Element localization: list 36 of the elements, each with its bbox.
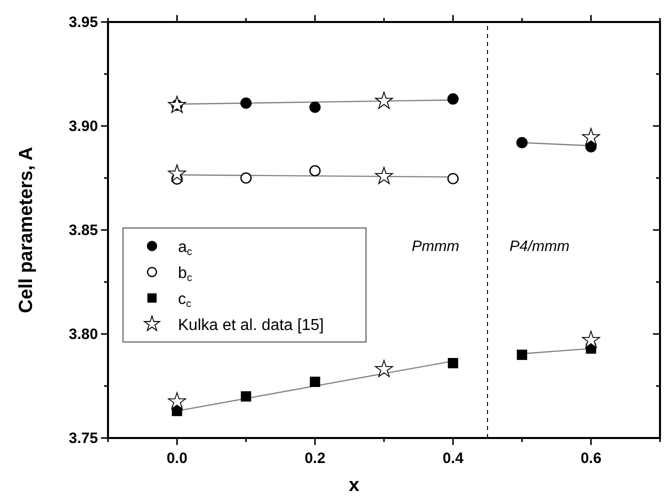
annotation: P4/mmm [510,238,570,255]
point [309,102,321,113]
point [168,392,186,410]
y-axis-title: Cell parameters, A [16,146,37,314]
y-tick-label: 3.80 [68,326,98,343]
point [240,97,252,109]
point [375,92,393,109]
point [240,172,252,184]
y-tick-label: 3.90 [68,118,98,135]
x-tick-label: 0.4 [442,450,464,467]
y-tick-label: 3.85 [68,222,98,239]
x-tick-label: 0.2 [304,450,326,467]
x-tick-label: 0.0 [166,450,188,467]
point [582,330,600,348]
legend-label: Kulka et al. data [15] [178,317,324,334]
point [448,358,458,368]
annotation: Pmmm [412,238,460,255]
point [447,93,459,105]
point [310,376,320,387]
x-axis-title: x [348,475,360,496]
legend-label: b$_{c}$ [178,265,192,284]
legend-label: a$_{c}$ [178,239,192,258]
point [375,166,393,184]
point [516,350,528,360]
y-tick-label: 3.95 [68,14,98,31]
point [582,128,600,146]
point [516,136,528,148]
point [168,164,186,182]
point [447,172,459,184]
legend-label: c$_{c}$ [178,291,192,310]
point [375,360,393,378]
y-tick-label: 3.75 [68,430,98,447]
point [309,165,321,176]
point [168,96,186,113]
point [240,391,252,402]
x-tick-label: 0.6 [580,450,602,467]
